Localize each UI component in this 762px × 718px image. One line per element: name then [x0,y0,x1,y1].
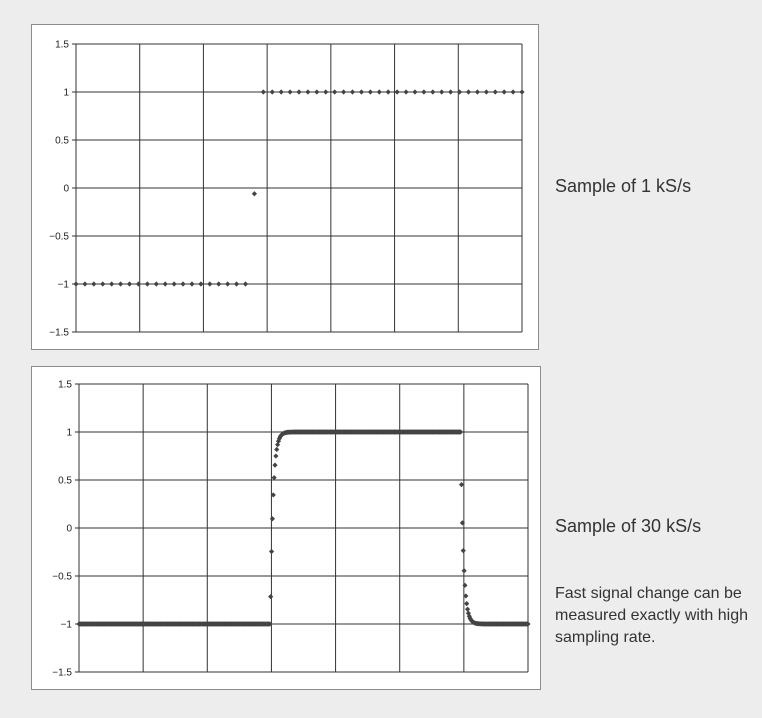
data-point [323,89,329,95]
y-tick-label: 0.5 [58,476,72,487]
data-point [464,601,470,607]
data-point [459,520,465,526]
chart-panel-1ks: 1.5 1 0.5 0 −0.5 −1 −1.5 [31,24,539,350]
y-tick-label: −0.5 [52,572,72,583]
data-point [341,89,347,95]
data-point [271,475,277,481]
data-point [225,281,231,287]
plot-frame: 1.5 1 0.5 0 −0.5 −1 −1.5 [52,380,529,679]
y-tick-label: 1.5 [55,40,69,51]
data-point [462,582,468,588]
explanatory-note: Fast signal change can be measured exact… [555,585,748,646]
data-point [385,89,391,95]
y-tick-label: 1 [66,428,72,439]
data-point [460,547,466,554]
data-point [412,89,418,95]
y-tick-label: −1 [58,280,70,291]
data-point [135,281,142,287]
data-point [287,89,293,95]
chart-1ks-svg: 1.5 1 0.5 0 −0.5 −1 −1.5 [49,40,525,339]
data-point [394,89,400,95]
y-tick-label: −1.5 [52,668,72,679]
data-point [162,281,168,287]
y-tick-label: −1 [61,620,73,631]
data-point [273,453,279,459]
data-point [153,281,159,287]
sample-rate-label-30ks: Sample of 30 kS/s [555,516,702,536]
data-point [268,594,274,600]
data-point [171,281,177,287]
data-point [180,281,186,287]
data-point [439,89,445,95]
data-point [458,429,464,435]
data-point [189,281,195,287]
data-point [461,568,467,574]
y-tick-label: −0.5 [49,232,69,243]
data-point [403,89,409,95]
data-point [465,89,472,95]
data-point [296,89,302,95]
data-point [358,89,365,95]
data-point [456,89,463,95]
y-tick-label: 0 [66,524,72,535]
y-tick-label: 0 [63,184,69,195]
chart-panel-30ks: 1.5 1 0.5 0 −0.5 −1 −1.5 [31,366,541,690]
y-tick-label: 1 [63,88,69,99]
data-point [466,613,472,619]
data-point [458,482,465,488]
plot-frame: 1.5 1 0.5 0 −0.5 −1 −1.5 [49,40,523,339]
data-point [349,89,356,95]
data-point [100,281,106,287]
data-point [233,281,240,287]
data-point [109,281,115,287]
data-point [269,89,275,95]
data-point [510,89,516,95]
data-point [91,281,97,287]
data-point [492,89,498,95]
data-point [260,89,266,95]
data-point [272,462,278,468]
data-point [525,621,531,627]
data-point [305,89,311,95]
data-point [267,621,273,627]
data-point [430,89,436,95]
data-point [474,89,480,95]
data-point [274,446,280,453]
data-point [483,89,489,95]
chart-30ks-svg: 1.5 1 0.5 0 −0.5 −1 −1.5 [52,380,531,679]
data-point [268,548,275,555]
data-point [207,281,213,287]
y-tick-label: 0.5 [55,136,69,147]
data-point [278,89,284,95]
data-point [332,89,338,95]
data-point [464,606,471,612]
data-point [126,281,133,287]
data-point [251,191,257,197]
data-point [144,281,150,287]
data-point [242,281,249,287]
data-point [73,281,79,287]
data-point [198,281,204,287]
data-point [376,89,382,95]
sample-rate-label-1ks: Sample of 1 kS/s [555,176,692,196]
data-point [421,89,427,95]
data-point [269,516,276,522]
data-point [314,89,320,95]
y-tick-label: −1.5 [49,328,69,339]
data-point [82,281,88,287]
data-point [367,89,373,95]
data-point [448,89,454,95]
data-point [216,281,222,287]
data-point [519,89,525,95]
y-tick-label: 1.5 [58,380,72,391]
data-point [118,281,124,287]
data-point [501,89,507,95]
